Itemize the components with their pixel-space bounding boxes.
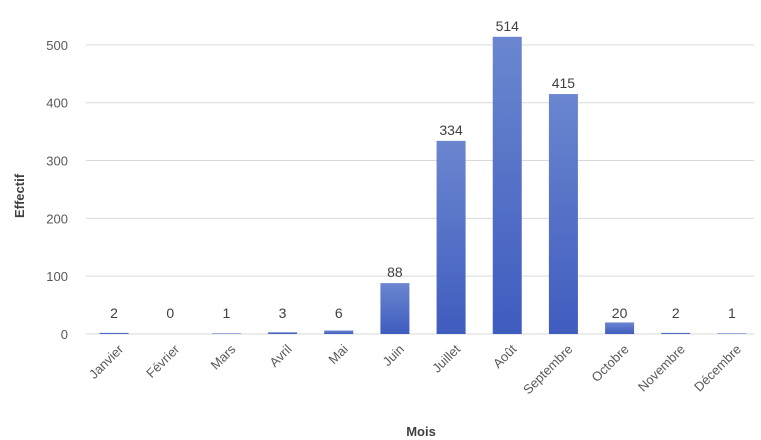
bar <box>492 36 522 334</box>
x-tick-label: Décembre <box>691 342 744 395</box>
x-tick-label: Juin <box>380 342 407 369</box>
data-label: 514 <box>496 18 520 34</box>
gridlines <box>86 44 754 335</box>
bar <box>211 333 241 334</box>
x-tick-label: Avril <box>266 341 294 369</box>
x-tick-label: Septembre <box>520 342 576 398</box>
bar <box>380 283 410 334</box>
y-tick-label: 100 <box>46 269 68 284</box>
data-label: 0 <box>166 305 174 321</box>
data-label: 3 <box>279 305 287 321</box>
data-label: 2 <box>110 305 118 321</box>
bar <box>99 332 129 334</box>
y-axis-title: Effectif <box>12 173 27 218</box>
x-tick-label: Mars <box>208 341 239 372</box>
bar <box>605 322 635 334</box>
x-tick-label: Mai <box>325 341 350 366</box>
bar <box>268 332 298 334</box>
x-tick-label: Août <box>490 341 520 371</box>
data-label: 334 <box>439 122 463 138</box>
y-tick-label: 300 <box>46 154 68 169</box>
data-label: 1 <box>728 305 736 321</box>
data-label: 88 <box>387 264 403 280</box>
x-tick-labels: Janvier Février Mars Avril Mai Juin Juillet Aoû… <box>86 341 744 397</box>
y-tick-label: 500 <box>46 38 68 53</box>
x-tick-label: Juillet <box>429 341 463 375</box>
x-tick-label: Février <box>143 341 183 381</box>
data-label: 20 <box>612 305 628 321</box>
x-axis-title: Mois <box>406 424 436 439</box>
bar <box>548 94 578 335</box>
data-label: 415 <box>552 75 576 91</box>
data-label: 1 <box>223 305 231 321</box>
x-tick-label: Octobre <box>588 342 631 385</box>
bar <box>717 333 747 334</box>
y-tick-label: 200 <box>46 211 68 226</box>
y-tick-labels: 0 100 200 300 400 500 <box>46 38 68 342</box>
x-tick-label: Janvier <box>86 341 127 382</box>
bars <box>99 36 747 335</box>
data-label: 6 <box>335 305 343 321</box>
bar <box>661 332 691 334</box>
data-label: 2 <box>672 305 680 321</box>
x-tick-label: Novembre <box>635 342 688 395</box>
y-tick-label: 0 <box>61 327 68 342</box>
y-tick-label: 400 <box>46 96 68 111</box>
bar <box>324 330 354 334</box>
bar <box>436 140 466 334</box>
